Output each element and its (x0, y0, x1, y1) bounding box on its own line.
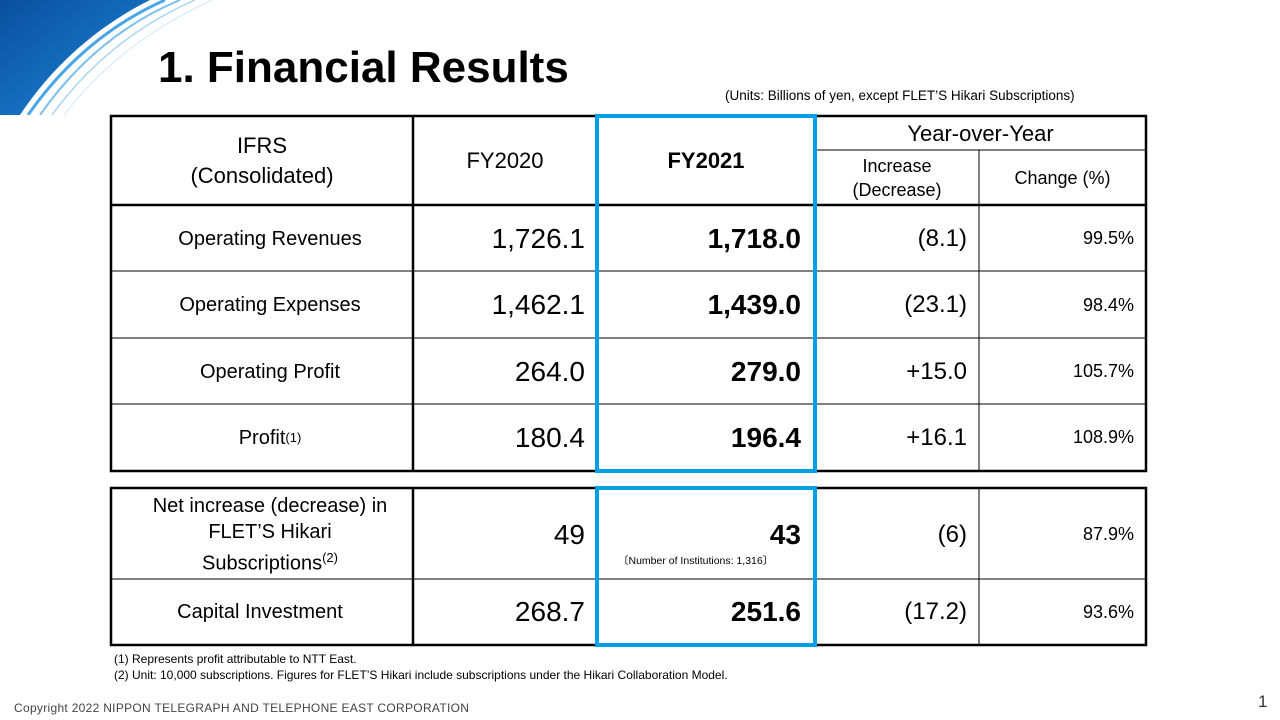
row-label-flets-line3: Subscriptions (202, 552, 323, 575)
header-increase: Increase (Decrease) (815, 151, 979, 205)
cell-increase: (6) (937, 520, 967, 548)
cell-fy2020: 49 (553, 518, 585, 550)
cell-fy2021: 279.0 (730, 355, 801, 387)
header-change: Change (%) (1014, 168, 1111, 188)
cell-fy2020: 1,462.1 (491, 289, 585, 320)
cell-increase: (23.1) (904, 291, 967, 318)
cell-fy2020: 180.4 (514, 421, 585, 453)
cell-increase: (8.1) (917, 224, 967, 252)
row-label-operating-profit: Operating Profit (199, 360, 341, 383)
row-label-profit: Profit (1) (113, 405, 427, 470)
footnote-2: (2) Unit: 10,000 subscriptions. Figures … (114, 668, 728, 682)
header-increase-line2: (Decrease) (852, 180, 942, 200)
cell-increase: +15.0 (906, 357, 967, 385)
row-label-flets-line2: FLET’S Hikari (208, 520, 332, 543)
cell-change: 105.7% (1072, 361, 1134, 381)
row-label-flets-line1: Net increase (decrease) in (152, 494, 388, 517)
corner-decoration (0, 0, 213, 115)
copyright: Copyright 2022 NIPPON TELEGRAPH AND TELE… (14, 701, 470, 715)
cell-change: 99.5% (1082, 228, 1134, 248)
cell-increase: (17.2) (904, 598, 967, 625)
footnote-ref-1: (1) (285, 429, 302, 445)
cell-fy2021: 1,718.0 (707, 222, 801, 254)
cell-change: 93.6% (1082, 601, 1134, 622)
page-title: 1. Financial Results (158, 43, 569, 92)
cell-change: 108.9% (1072, 427, 1134, 447)
cell-fy2020: 1,726.1 (491, 222, 585, 254)
header-ifrs-line2: (Consolidated) (190, 163, 334, 188)
header-ifrs-line1: IFRS (236, 133, 288, 158)
fy2021-highlight-bottom (595, 486, 817, 647)
footnote-1: (1) Represents profit attributable to NT… (114, 652, 357, 666)
cell-change: 98.4% (1082, 294, 1134, 315)
header-yoy: Year-over-Year (907, 121, 1054, 146)
row-label-profit-text: Profit (238, 426, 286, 449)
cell-fy2021: 196.4 (730, 421, 801, 453)
cell-increase: +16.1 (906, 423, 967, 451)
cell-fy2021: 1,439.0 (707, 289, 801, 320)
units-note: (Units: Billions of yen, except FLET’S H… (725, 88, 1075, 103)
fy2021-highlight-top (595, 114, 817, 473)
header-ifrs: IFRS (Consolidated) (113, 118, 411, 204)
cell-fy2020: 264.0 (514, 355, 585, 387)
header-fy2021: FY2021 (667, 148, 745, 173)
header-increase-line1: Increase (862, 156, 932, 176)
cell-fy2021: 251.6 (730, 596, 801, 627)
institutions-note: 〔Number of Institutions: 1,316〕 (618, 555, 774, 567)
row-label-operating-revenues: Operating Revenues (178, 227, 362, 250)
header-fy2020: FY2020 (466, 148, 544, 173)
row-label-operating-expenses: Operating Expenses (179, 294, 361, 316)
footnote-ref-2: (2) (322, 549, 338, 565)
cell-change: 87.9% (1082, 524, 1134, 544)
cell-fy2021: 43 (769, 518, 801, 550)
row-label-capital-investment: Capital Investment (177, 601, 343, 623)
row-label-flets-subscriptions: Net increase (decrease) in FLET’S Hikari… (113, 490, 427, 579)
page-number: 1 (1258, 692, 1268, 711)
cell-fy2020: 268.7 (514, 596, 585, 627)
